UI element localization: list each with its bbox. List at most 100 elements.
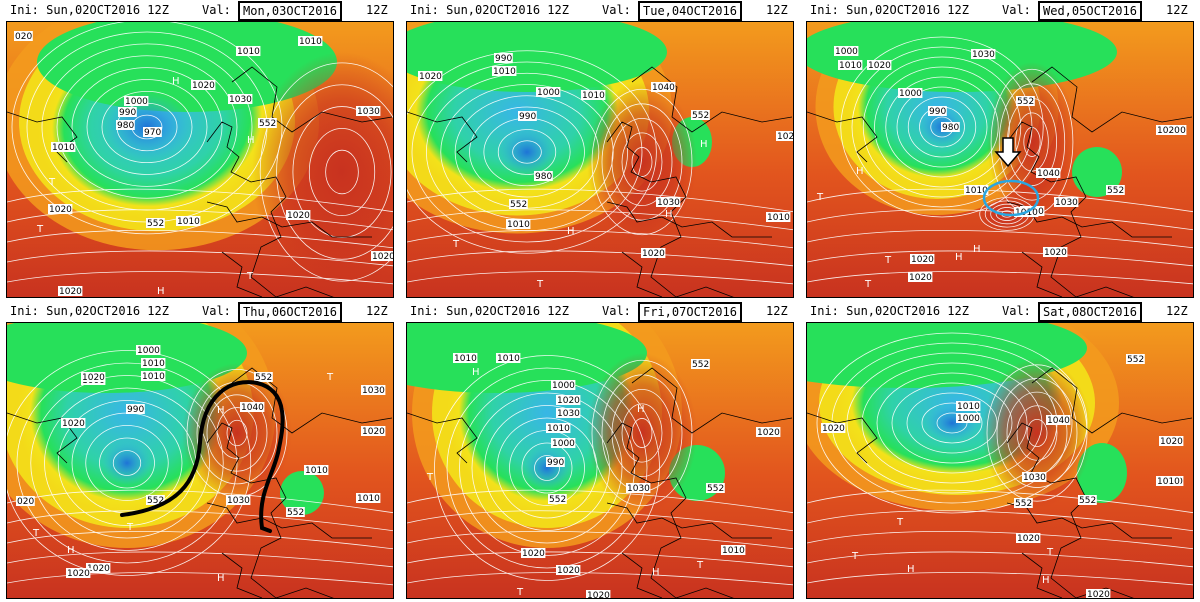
isobar-label: 1000 [834,46,859,57]
isobar-label: 1000 [551,380,576,391]
isobar-label: 1000 [956,413,981,424]
svg-text:1000: 1000 [835,47,858,57]
isobar-label: 552 [1126,354,1145,365]
high-center-label: H [962,597,970,599]
isobar-label: 1010 [766,212,791,223]
svg-text:1020: 1020 [372,252,394,262]
isobar-label: 1030 [971,49,996,60]
isobars [807,332,1193,586]
svg-text:1010: 1010 [839,61,862,71]
svg-text:990: 990 [127,405,144,415]
isobars [7,350,393,586]
isobar-label: 1030 [228,94,253,105]
svg-text:980: 980 [942,123,959,133]
run-time: 12Z [366,3,388,17]
svg-text:1020: 1020 [49,205,72,215]
svg-text:1020: 1020 [822,424,845,434]
svg-text:1030: 1030 [972,50,995,60]
svg-text:1010: 1010 [454,354,477,364]
isobar-label: 1020 [191,80,216,91]
low-pressure-area [7,323,247,393]
svg-text:1020: 1020 [557,396,580,406]
low-pressure-area [1077,443,1127,503]
high-center-label: H [172,76,180,87]
svg-text:020: 020 [17,497,34,507]
svg-text:1020: 1020 [419,72,442,82]
svg-text:990: 990 [547,458,564,468]
high-center-label: H [217,573,225,584]
isobar-label: 552 [706,483,725,494]
low-center-label: T [536,279,544,290]
isobar-label: 552 [1078,495,1097,506]
low-core [522,446,572,490]
isobar-label: 1020 [556,395,581,406]
svg-text:1020: 1020 [59,287,82,297]
isobar-label: 1030 [361,385,386,396]
low-center-label: T [126,522,134,533]
isobar-label: 1040 [651,82,676,93]
svg-text:552: 552 [287,508,304,518]
isobar-label: 1020 [371,251,394,262]
isobar-label: 1000 [898,88,923,99]
low-core [497,127,557,177]
isobar-label: 980 [941,122,960,133]
isobar-label: 1010 [453,353,478,364]
isobar-label: 1020 [86,563,111,574]
isobar-label: 1020 [48,204,73,215]
svg-text:1010: 1010 [582,91,605,101]
init-time: Ini: Sun,02OCT2016 12Z [10,3,169,17]
forecast-map: 020 1010 1020 1010 1030 1030 1000 990 980 970 1010… [6,21,394,298]
svg-text:990: 990 [519,112,536,122]
high-center-label: H [955,252,963,263]
svg-text:552: 552 [1015,499,1032,509]
panel-header: Ini: Sun,02OCT2016 12Z Val: Wed,05OCT201… [806,0,1194,21]
svg-text:1020: 1020 [587,591,610,599]
isobar-label: 1010 [1156,476,1181,487]
svg-text:1030: 1030 [1055,198,1078,208]
isobar-label: 552 [548,494,567,505]
run-time: 12Z [1166,304,1188,318]
svg-text:990: 990 [929,107,946,117]
isobar-label: 552 [1106,185,1125,196]
low-center-label: T [516,587,524,598]
isobar-label: 1010 [492,66,517,77]
svg-text:1020: 1020 [1157,126,1180,136]
coastlines [7,66,393,297]
valid-date: Fri,07OCT2016 [638,302,742,322]
svg-text:552: 552 [1017,97,1034,107]
isobar-label: 990 [546,457,565,468]
map-svg: 1010 1010 1000 1020 1030 552 1010 1000 990 552 103… [407,323,793,599]
svg-text:1000: 1000 [537,88,560,98]
run-time: 12Z [766,304,788,318]
valid-date: Sat,08OCT2016 [1038,302,1142,322]
svg-text:1020: 1020 [557,566,580,576]
isobar-label: 020 [16,496,35,507]
isobars [407,50,793,285]
high-center-label: H [665,209,673,220]
low-center-label: T [36,224,44,235]
svg-text:1010: 1010 [547,424,570,434]
svg-text:980: 980 [117,121,134,131]
svg-text:1020: 1020 [522,549,545,559]
isobar-label: 1020 [61,418,86,429]
run-time: 12Z [766,3,788,17]
isobar-label: 1020 [286,210,311,221]
valid-label: Val: [1002,304,1031,318]
isobar-label: 1020 [361,426,386,437]
isobar-label: 1020 [1159,436,1184,447]
map-svg: 1000101010101000102099010405521030102010… [7,323,393,598]
svg-text:1030: 1030 [657,198,680,208]
high-center-label: H [247,135,255,146]
high-center-label: H [907,564,915,575]
svg-text:1000: 1000 [125,97,148,107]
isobar-label: 1000 [124,96,149,107]
low-center-label: T [452,239,460,250]
isobar-label: 1020 [556,565,581,576]
map-panel-3: Ini: Sun,02OCT2016 12Z Val: Wed,05OCT201… [806,0,1194,298]
isobar-label: 1020 [756,427,781,438]
svg-text:1010: 1010 [767,213,790,223]
run-time: 12Z [366,304,388,318]
high-center-label: H [652,567,660,578]
isobar-label: 1020 [66,568,91,579]
